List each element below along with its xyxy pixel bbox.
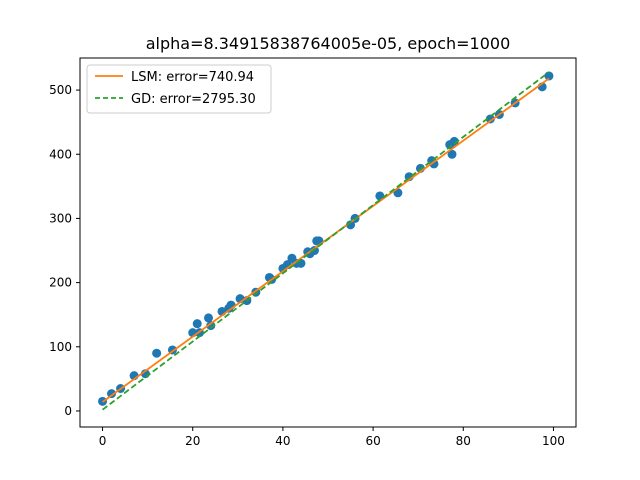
y-tick-label: 300 [49, 211, 72, 225]
plot-content [98, 71, 554, 411]
x-tick-label: 40 [275, 434, 290, 448]
data-point [544, 71, 554, 81]
series-line-gd [102, 71, 550, 411]
legend-label-gd: GD: error=2795.30 [131, 92, 256, 107]
legend: LSM: error=740.94 GD: error=2795.30 [86, 64, 272, 114]
legend-box [86, 64, 272, 114]
y-tick-label: 0 [64, 404, 72, 418]
data-point [346, 220, 356, 230]
y-tick-label: 100 [49, 340, 72, 354]
x-tick-label: 20 [185, 434, 200, 448]
y-tick-label: 400 [49, 147, 72, 161]
data-point [204, 313, 214, 323]
x-axis: 0 20 40 60 80 100 [99, 427, 565, 448]
y-tick-label: 500 [49, 83, 72, 97]
y-tick-label: 200 [49, 276, 72, 290]
data-point [447, 149, 457, 159]
data-point [152, 348, 162, 358]
data-point [449, 136, 459, 146]
y-axis: 0 100 200 300 400 500 [49, 83, 80, 418]
data-point [206, 321, 216, 331]
data-point [375, 191, 385, 201]
data-point [485, 114, 495, 124]
x-tick-label: 0 [99, 434, 107, 448]
legend-label-lsm: LSM: error=740.94 [131, 70, 254, 85]
chart-title: alpha=8.34915838764005e-05, epoch=1000 [146, 34, 511, 53]
x-tick-label: 60 [365, 434, 380, 448]
data-point [429, 159, 439, 169]
x-tick-label: 100 [542, 434, 565, 448]
data-point [192, 319, 202, 329]
data-point [107, 389, 117, 399]
x-tick-label: 80 [456, 434, 471, 448]
axes-frame [79, 57, 577, 428]
